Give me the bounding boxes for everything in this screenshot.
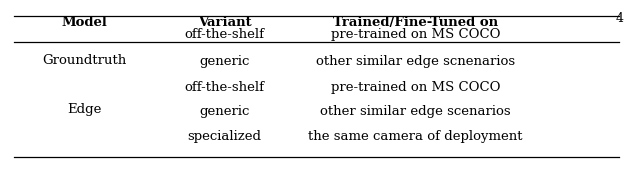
Text: specialized: specialized	[188, 129, 261, 142]
Text: pre-trained on MS COCO: pre-trained on MS COCO	[331, 81, 500, 94]
Text: Trained/Fine-Tuned on: Trained/Fine-Tuned on	[333, 17, 498, 30]
Text: Model: Model	[61, 17, 107, 30]
Text: pre-trained on MS COCO: pre-trained on MS COCO	[331, 28, 500, 41]
Text: off-the-shelf: off-the-shelf	[184, 81, 264, 94]
Text: off-the-shelf: off-the-shelf	[184, 28, 264, 41]
Text: 4: 4	[616, 12, 624, 25]
Text: generic: generic	[199, 105, 250, 118]
Text: generic: generic	[199, 55, 250, 68]
Text: Groundtruth: Groundtruth	[42, 54, 126, 67]
Text: the same camera of deployment: the same camera of deployment	[308, 129, 523, 142]
Text: Variant: Variant	[198, 17, 252, 30]
Text: Edge: Edge	[67, 103, 101, 116]
Text: other similar edge scenarios: other similar edge scenarios	[320, 105, 511, 118]
Text: other similar edge scnenarios: other similar edge scnenarios	[316, 55, 515, 68]
